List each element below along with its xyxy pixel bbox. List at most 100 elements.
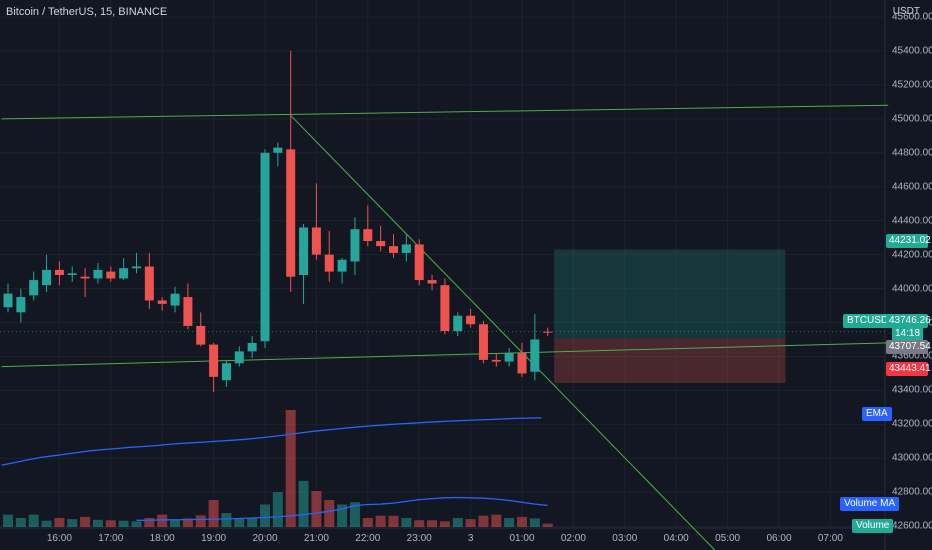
candle-body bbox=[440, 285, 450, 332]
volume-bar bbox=[517, 516, 527, 527]
target-price-badge: 44231.02 bbox=[886, 234, 931, 248]
candle-body bbox=[363, 229, 373, 242]
candle-body bbox=[453, 315, 463, 332]
volume-bar bbox=[170, 520, 181, 527]
candle-body bbox=[543, 331, 553, 333]
candle-body bbox=[350, 229, 360, 262]
volume-bar bbox=[28, 514, 39, 527]
volume-bar bbox=[427, 520, 438, 527]
volume-bar bbox=[157, 514, 168, 527]
candle-body bbox=[504, 353, 514, 362]
volume-bar bbox=[478, 515, 489, 527]
candle-body bbox=[337, 259, 347, 272]
x-tick-label: 23:00 bbox=[406, 533, 432, 544]
y-tick-label: 44800.00 bbox=[892, 147, 932, 159]
volume-bars bbox=[3, 410, 553, 527]
volume-bar bbox=[234, 518, 245, 527]
candle-body bbox=[196, 325, 206, 345]
volume-bar bbox=[542, 523, 553, 527]
volume-bar bbox=[41, 520, 52, 527]
candle-body bbox=[517, 353, 527, 374]
x-tick-label: 05:00 bbox=[715, 533, 741, 544]
volume-bar bbox=[504, 518, 515, 527]
candle-body bbox=[29, 280, 39, 296]
volume-bar bbox=[260, 504, 270, 527]
candle-body bbox=[466, 315, 476, 325]
countdown-label: 14:18 bbox=[892, 328, 924, 340]
y-tick-label: 44000.00 bbox=[892, 283, 932, 295]
x-tick-label: 17:00 bbox=[98, 533, 124, 544]
x-tick-label: 01:00 bbox=[509, 533, 535, 544]
y-tick-label: 44200.00 bbox=[892, 249, 932, 261]
candle-body bbox=[209, 344, 219, 377]
volume-bar bbox=[92, 519, 103, 527]
candlesticks bbox=[3, 50, 553, 393]
volume-bar bbox=[388, 515, 399, 527]
candle-body bbox=[491, 359, 501, 362]
volume-badge[interactable]: Volume bbox=[852, 519, 894, 533]
x-tick-label: 02:00 bbox=[560, 533, 586, 544]
last-price-badge: 43746.26 bbox=[886, 314, 931, 328]
y-tick-label: 43200.00 bbox=[892, 418, 932, 430]
y-tick-label: 45400.00 bbox=[892, 45, 932, 57]
y-tick-label: 45200.00 bbox=[892, 79, 932, 91]
candle-body bbox=[478, 324, 488, 360]
candle-body bbox=[42, 269, 52, 286]
candle-body bbox=[286, 149, 296, 277]
y-tick-label: 45600.00 bbox=[892, 11, 932, 23]
volume-bar bbox=[311, 491, 322, 527]
volume-bar bbox=[131, 521, 142, 527]
x-tick-label: 06:00 bbox=[766, 533, 792, 544]
volume-bar bbox=[67, 519, 78, 527]
volume-bar bbox=[208, 500, 219, 527]
trendline-lower bbox=[1, 342, 889, 368]
volume-bar bbox=[118, 520, 129, 527]
candle-body bbox=[80, 276, 90, 279]
candle-body bbox=[324, 254, 334, 272]
candle-body bbox=[311, 227, 321, 255]
candle-body bbox=[3, 293, 13, 308]
y-tick-label: 45000.00 bbox=[892, 113, 932, 125]
volume-ma-series bbox=[136, 496, 548, 521]
trendline-upper bbox=[1, 104, 889, 120]
symbol-badge: BTCUSDT bbox=[843, 314, 899, 328]
volume-bar bbox=[439, 521, 450, 527]
volume-bar bbox=[324, 500, 335, 527]
x-tick-label: 04:00 bbox=[663, 533, 689, 544]
candle-body bbox=[157, 300, 167, 304]
position-zones bbox=[0, 249, 885, 384]
candle-body bbox=[170, 293, 180, 306]
candle-body bbox=[16, 297, 26, 313]
volume-bar bbox=[3, 514, 13, 527]
volume-bar bbox=[144, 518, 155, 527]
x-tick-label: 3 bbox=[467, 533, 474, 544]
volume-bar bbox=[452, 518, 463, 527]
entry-price-badge: 43707.54 bbox=[886, 340, 931, 354]
volume-bar bbox=[465, 519, 476, 527]
x-tick-label: 18:00 bbox=[149, 533, 175, 544]
target-zone bbox=[554, 249, 786, 339]
volume-bar bbox=[375, 515, 386, 527]
candle-body bbox=[144, 266, 154, 301]
candle-body bbox=[119, 268, 129, 279]
x-tick-label: 07:00 bbox=[817, 533, 843, 544]
candle-body bbox=[530, 339, 540, 372]
volume-bar bbox=[54, 518, 65, 527]
symbol-title: Bitcoin / TetherUS, 15, BINANCE bbox=[6, 6, 168, 18]
volume-bar bbox=[221, 513, 232, 527]
candle-body bbox=[414, 244, 424, 281]
volume-bar bbox=[105, 520, 116, 527]
ema-line bbox=[1, 417, 542, 466]
volume-ma-badge[interactable]: Volume MA bbox=[840, 497, 900, 511]
stop-zone bbox=[554, 338, 786, 384]
candle-body bbox=[376, 241, 386, 247]
x-tick-label: 16:00 bbox=[46, 533, 72, 544]
y-tick-label: 43600.00 bbox=[892, 350, 932, 362]
ema-badge[interactable]: EMA bbox=[862, 407, 892, 421]
trendline-diagonal bbox=[290, 115, 716, 550]
candle-body bbox=[132, 266, 141, 269]
candle-body bbox=[93, 269, 103, 279]
x-tick-label: 19:00 bbox=[201, 533, 227, 544]
